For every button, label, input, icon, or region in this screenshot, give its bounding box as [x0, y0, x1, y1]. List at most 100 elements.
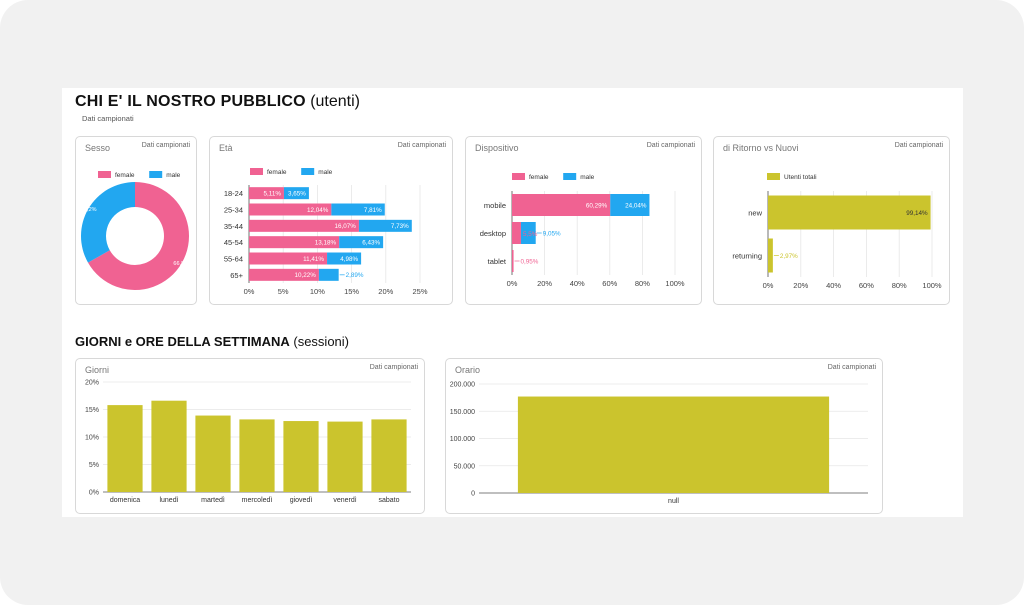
bar-male	[327, 252, 362, 265]
returning-bar-chart: Utenti totali 0% 20% 40% 60% 80% 100% new 99,14%…	[732, 173, 942, 290]
page-title-rest: (utenti)	[310, 93, 360, 110]
data-label: 6,43%	[362, 239, 380, 246]
legend-label: female	[267, 169, 287, 176]
category-label: martedì	[201, 497, 225, 504]
data-label: 2,89%	[346, 272, 364, 279]
bar-female	[512, 250, 514, 272]
category-label: mercoledì	[242, 497, 273, 504]
column-bar	[151, 400, 187, 492]
bar-Utenti-totali	[768, 195, 931, 230]
y-tick-label: 100.000	[450, 436, 475, 443]
chart-card-hours[interactable]: Orario Dati campionati 0 50.000 100.000 150…	[445, 358, 883, 514]
data-label: 16,07%	[335, 223, 357, 230]
data-label: 24,04%	[625, 202, 647, 209]
data-label: 9,05%	[543, 230, 561, 237]
category-label: tablet	[488, 257, 507, 266]
data-label: 0,95%	[521, 258, 539, 265]
x-tick-label: 40%	[826, 281, 841, 290]
legend-label: male	[166, 172, 180, 179]
bar-female	[249, 203, 332, 216]
donut-slice-male	[81, 181, 135, 263]
sampled-badge: Dati campionati	[141, 142, 190, 149]
column-bar	[195, 415, 231, 492]
category-label: 65+	[230, 271, 243, 280]
data-label: 10,22%	[295, 272, 317, 279]
bar-female	[249, 219, 359, 232]
y-tick-label: 200.000	[450, 382, 475, 389]
slice-label: 33,2%	[81, 207, 97, 213]
bar-female	[249, 268, 319, 281]
y-tick-label: 50.000	[454, 463, 476, 470]
category-label: 55-64	[224, 255, 243, 264]
data-label: 11,41%	[303, 256, 324, 263]
legend-swatch	[98, 171, 111, 178]
data-label: 60,29%	[586, 202, 608, 209]
x-tick-label: 20%	[793, 281, 808, 290]
column-bar	[107, 405, 143, 492]
donut-slice-female	[88, 182, 189, 290]
hours-column-chart: 0 50.000 100.000 150.000 200.000 null	[450, 382, 868, 505]
category-label: venerdì	[333, 497, 356, 504]
chart-card-days[interactable]: Giorni Dati campionati 0% 5% 10% 15% 20% dome…	[75, 358, 425, 514]
column-bar	[517, 396, 830, 493]
data-label: 5,11%	[264, 190, 282, 197]
column-bar	[239, 419, 275, 492]
column-bar	[371, 419, 407, 492]
x-tick-label: 60%	[859, 281, 874, 290]
column-bar	[327, 421, 363, 492]
section-title-rest: (sessioni)	[293, 334, 349, 349]
bar-Utenti-totali	[768, 238, 773, 273]
data-label: 7,73%	[391, 223, 409, 230]
category-label: null	[668, 498, 679, 505]
data-label: 13,18%	[315, 239, 337, 246]
page-title-bold: CHI E' IL NOSTRO PUBBLICO	[75, 93, 306, 110]
sampled-badge: Dati campionati	[369, 364, 418, 371]
chart-title: Sesso	[85, 143, 111, 153]
category-label: sabato	[378, 497, 399, 504]
chart-title: Dispositivo	[475, 143, 519, 153]
legend-swatch	[512, 173, 525, 180]
chart-title: Giorni	[85, 365, 110, 375]
y-tick-label: 15%	[85, 407, 99, 414]
category-label: 35-44	[224, 222, 243, 231]
chart-card-returning[interactable]: di Ritorno vs Nuovi Dati campionati Uten…	[713, 136, 950, 305]
x-tick-label: 15%	[344, 287, 359, 296]
category-label: 45-54	[224, 238, 243, 247]
x-tick-label: 60%	[602, 279, 617, 288]
chart-card-gender[interactable]: Sesso Dati campionati female male 66,8% 33,…	[75, 136, 197, 305]
data-label: 3,65%	[288, 190, 306, 197]
x-tick-label: 80%	[635, 279, 650, 288]
bar-male	[358, 219, 412, 232]
x-tick-label: 25%	[412, 287, 427, 296]
bar-male	[339, 236, 384, 249]
category-label: giovedì	[290, 497, 313, 504]
x-tick-label: 20%	[537, 279, 552, 288]
chart-card-age[interactable]: Età Dati campionati female male 0% 5% 10% 15%…	[209, 136, 453, 305]
category-label: lunedì	[159, 497, 178, 504]
age-bar-chart: female male 0% 5% 10% 15% 20% 25% 18-24 5,11% 3,65…	[224, 168, 428, 296]
legend-swatch	[149, 171, 163, 178]
legend-label: Utenti totali	[784, 174, 817, 181]
category-label: returning	[732, 252, 762, 261]
category-label: new	[748, 209, 762, 218]
legend-label: female	[529, 174, 549, 181]
chart-card-device[interactable]: Dispositivo Dati campionati female male 0%…	[465, 136, 702, 305]
sampled-badge: Dati campionati	[894, 142, 943, 149]
page-subtitle: Dati campionati	[82, 114, 134, 123]
x-tick-label: 0%	[244, 287, 255, 296]
data-label: 99,14%	[906, 210, 928, 217]
days-column-chart: 0% 5% 10% 15% 20% domenica lunedì martedì mercol…	[85, 380, 411, 504]
sampled-badge: Dati campionati	[397, 142, 446, 149]
x-tick-label: 20%	[378, 287, 393, 296]
y-tick-label: 20%	[85, 380, 99, 387]
column-bar	[283, 421, 319, 492]
category-label: 18-24	[224, 189, 243, 198]
x-tick-label: 100%	[665, 279, 685, 288]
y-tick-label: 10%	[85, 435, 99, 442]
x-tick-label: 0%	[507, 279, 518, 288]
data-label: 2,97%	[780, 253, 798, 260]
sampled-badge: Dati campionati	[827, 364, 876, 371]
bar-female	[249, 236, 340, 249]
section-title: GIORNI e ORE DELLA SETTIMANA (sessioni)	[75, 334, 349, 349]
page-title: CHI E' IL NOSTRO PUBBLICO (utenti)	[75, 93, 360, 111]
